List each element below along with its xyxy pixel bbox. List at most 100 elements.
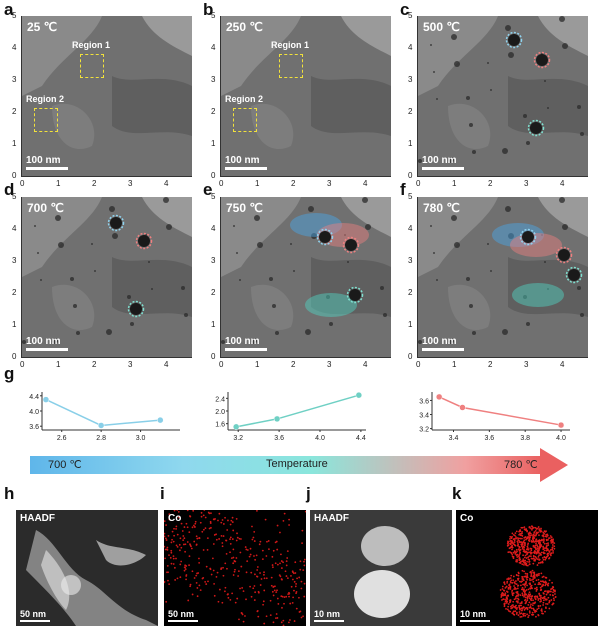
y-tick-label: 2.0 <box>215 409 225 416</box>
haadf-image-h: HAADF 50 nm <box>16 510 158 626</box>
x-tick-label: 3 <box>128 179 133 188</box>
scale-bar-k: 10 nm <box>460 609 490 622</box>
x-tick-label: 1 <box>56 179 61 188</box>
micrograph-panel-b: 250 ℃ 100 nm Region 1 Region 2 0 1 2 3 4 5 0 1 2 3 4 <box>205 11 401 192</box>
x-tick-label: 4.0 <box>315 435 325 442</box>
co-map-k: Co 10 nm <box>456 510 598 626</box>
temperature-label-b: 250 ℃ <box>226 20 263 34</box>
micrograph-panel-e: 750 ℃ 100 nm 0 1 2 3 4 5 0 1 2 3 4 <box>205 192 401 373</box>
micrograph-image-c: 500 ℃ 100 nm <box>418 16 588 176</box>
y-tick-label: 3.6 <box>419 398 429 405</box>
y-tick-label: 2 <box>12 107 17 116</box>
x-tick-label: 2 <box>291 179 296 188</box>
x-tick-label: 3.6 <box>274 435 284 442</box>
x-tick-label: 3.0 <box>136 435 146 442</box>
micrograph-panel-f: 780 ℃ 100 nm 0 1 2 3 4 5 0 1 2 3 4 <box>402 192 598 373</box>
y-tick-label: 3 <box>12 256 17 265</box>
y-tick-label: 4.4 <box>29 394 39 401</box>
micrograph-image-e: 750 ℃ 100 nm <box>221 197 391 357</box>
x-tick-label: 0 <box>416 360 421 369</box>
scale-bar-i: 50 nm <box>168 609 198 622</box>
x-tick-label: 0 <box>219 179 224 188</box>
gradient-mid-label: Temperature <box>266 458 328 470</box>
x-tick-label: 2.6 <box>57 435 67 442</box>
x-tick-label: 4 <box>363 360 368 369</box>
y-tick-label: 3.2 <box>419 427 429 434</box>
temperature-label-e: 750 ℃ <box>226 201 263 215</box>
haadf-image-j: HAADF 10 nm <box>310 510 452 626</box>
micrograph-image-a: 25 ℃ 100 nm Region 1 Region 2 <box>22 16 192 176</box>
region-box-1 <box>80 54 104 78</box>
y-tick-label: 2 <box>211 288 216 297</box>
y-axis-line <box>21 197 22 357</box>
gradient-end-label: 780 ℃ <box>504 459 538 471</box>
y-tick-label: 3 <box>211 256 216 265</box>
y-tick-label: 2 <box>408 288 413 297</box>
y-tick-label: 2.4 <box>215 396 225 403</box>
y-tick-label: 3.4 <box>419 413 429 420</box>
gradient-start-label: 700 ℃ <box>48 459 82 471</box>
panel-label-b: b <box>203 0 214 19</box>
co-map-i: Co 50 nm <box>164 510 306 626</box>
temperature-label-f: 780 ℃ <box>423 201 460 215</box>
y-tick-label: 0 <box>211 171 216 180</box>
data-point <box>42 396 50 403</box>
region-box-1 <box>279 54 303 78</box>
x-axis-line <box>220 357 391 358</box>
x-tick-label: 0 <box>219 360 224 369</box>
x-tick-label: 2 <box>92 179 97 188</box>
y-tick-label: 3.6 <box>29 424 39 431</box>
temperature-label-c: 500 ℃ <box>423 20 460 34</box>
y-tick-label: 5 <box>12 11 17 20</box>
x-tick-label: 4.4 <box>356 435 366 442</box>
x-tick-label: 3 <box>327 179 332 188</box>
micrograph-panel-a: 25 ℃ 100 nm Region 1 Region 2 0 1 2 3 4 5 0 1 2 3 4 <box>6 11 202 192</box>
data-point <box>459 404 466 411</box>
x-tick-label: 0 <box>416 179 421 188</box>
x-tick-label: 3 <box>524 179 529 188</box>
y-tick-label: 0 <box>408 352 413 361</box>
x-tick-label: 3.2 <box>233 435 243 442</box>
x-axis-line <box>417 357 588 358</box>
eds-title-j: HAADF <box>314 513 349 524</box>
y-tick-label: 4 <box>211 224 216 233</box>
y-tick-label: 4 <box>12 224 17 233</box>
y-tick-label: 2 <box>211 107 216 116</box>
x-tick-label: 2 <box>291 360 296 369</box>
x-axis-line <box>21 176 192 177</box>
y-tick-label: 1.6 <box>215 422 225 429</box>
region-label-2: Region 2 <box>225 94 264 104</box>
y-tick-label: 1 <box>211 139 216 148</box>
x-tick-label: 2 <box>488 179 493 188</box>
y-tick-label: 1 <box>211 320 216 329</box>
x-tick-label: 3 <box>327 360 332 369</box>
x-tick-label: 1 <box>452 360 457 369</box>
region-box-2 <box>233 108 257 132</box>
panel-label-d: d <box>4 180 15 199</box>
x-tick-label: 0 <box>20 179 25 188</box>
y-tick-label: 4 <box>408 43 413 52</box>
line-chart-2: 1.6 2.0 2.4 3.2 3.6 4.0 4.4 <box>208 388 372 444</box>
y-tick-label: 3 <box>408 256 413 265</box>
x-tick-label: 1 <box>255 360 260 369</box>
micrograph-panel-c: 500 ℃ 100 nm 0 1 2 3 4 5 0 1 2 3 4 <box>402 11 598 192</box>
data-point <box>435 393 443 401</box>
x-tick-label: 2 <box>488 360 493 369</box>
y-axis-line <box>21 16 22 176</box>
line-chart-1: 3.6 4.0 4.4 2.6 2.8 3.0 <box>22 388 186 444</box>
micrograph-panel-d: 700 ℃ 100 nm 0 1 2 3 4 5 0 1 2 3 4 <box>6 192 202 373</box>
y-tick-label: 4 <box>211 43 216 52</box>
x-tick-label: 1 <box>255 179 260 188</box>
data-point <box>97 422 105 429</box>
y-tick-label: 2 <box>408 107 413 116</box>
y-tick-label: 0 <box>408 171 413 180</box>
y-tick-label: 5 <box>211 192 216 201</box>
eds-title-i: Co <box>168 513 182 524</box>
micrograph-image-d: 700 ℃ 100 nm <box>22 197 192 357</box>
panel-label-k: k <box>452 484 462 503</box>
region-box-2 <box>34 108 58 132</box>
y-axis-line <box>220 197 221 357</box>
x-tick-label: 3 <box>128 360 133 369</box>
panel-label-a: a <box>4 0 14 19</box>
panel-label-h: h <box>4 484 15 503</box>
